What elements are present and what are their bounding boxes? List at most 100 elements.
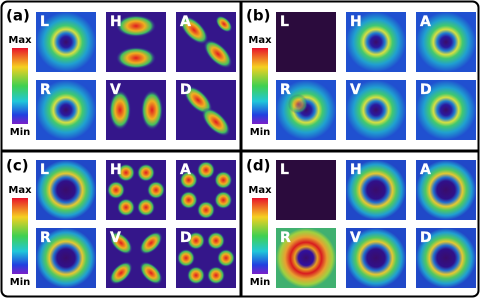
tile: H [106,160,166,220]
hot-spot [207,266,225,285]
hot-spot [117,163,135,182]
tile: L [276,160,336,220]
tile: D [176,228,236,288]
colorbar-min: Min [10,277,31,288]
hot-spot [197,201,215,219]
tile-image [36,160,96,220]
hot-spot [214,171,233,189]
hot-spot [139,261,163,285]
tile-image [346,12,406,72]
tile-image [276,12,336,72]
hot-spot [197,161,215,179]
tile-label: D [420,82,432,98]
tile: V [346,228,406,288]
hot-spot [117,198,135,217]
colorbar [12,48,28,124]
tile-label: R [40,230,51,246]
tile-label: D [180,230,192,246]
hot-spot [141,90,163,130]
tile: D [416,80,476,140]
hot-spot [187,231,205,250]
tile-label: D [420,230,432,246]
colorbar [12,198,28,274]
tile-image [416,80,476,140]
tile: V [346,80,406,140]
tile: H [106,12,166,72]
panel: (a) Max Min L H A R V D [6,7,236,140]
tile: D [176,80,236,140]
hot-spot [179,171,198,189]
tile-image [276,228,336,288]
tile-label: A [180,14,191,30]
colorbar-max: Max [8,185,32,196]
hot-spot [116,47,156,69]
tile-image [416,160,476,220]
tile-label: V [350,230,361,246]
tile: R [36,80,96,140]
colorbar [252,48,268,124]
tile-label: L [280,14,289,30]
tile-label: A [420,162,431,178]
colorbar-min: Min [250,127,271,138]
tile: V [106,80,166,140]
tile-label: L [40,14,49,30]
tile-image [346,160,406,220]
colorbar-max: Max [248,35,272,46]
hot-spot [179,191,198,209]
tile-label: L [280,162,289,178]
hot-spot [109,90,131,130]
hot-spot [116,15,156,37]
panel-label: (a) [6,7,30,25]
tile: A [416,12,476,72]
tile: A [416,160,476,220]
tile: L [276,12,336,72]
hot-spot [137,198,155,217]
colorbar-min: Min [250,277,271,288]
hot-spot [215,15,233,33]
tile: D [416,228,476,288]
tile-label: H [110,162,122,178]
panel-label: (d) [246,157,270,175]
tile: V [106,228,166,288]
tile-label: H [350,162,362,178]
tile: H [346,12,406,72]
hot-spot [207,231,225,250]
tile-label: R [40,82,51,98]
tile: L [36,160,96,220]
tile-label: A [420,14,431,30]
hot-spot [217,249,235,267]
tile-label: L [40,162,49,178]
colorbar [252,198,268,274]
colorbar-min: Min [10,127,31,138]
tile-image [36,80,96,140]
tile-image [416,12,476,72]
tile: R [276,80,336,140]
panel: (b) Max Min L H A R V D [246,7,476,140]
tile-label: V [110,82,121,98]
hot-spot [179,15,209,45]
tile-image [36,12,96,72]
panel: (d) Max Min L H A R V D [246,157,476,288]
tile: R [276,228,336,288]
hot-spot [147,181,165,199]
tile-label: V [350,82,361,98]
tile-label: H [350,14,362,30]
colorbar-max: Max [8,35,32,46]
hot-spot [109,261,133,285]
tile-label: V [110,230,121,246]
tile: A [176,12,236,72]
hot-spot [139,231,163,255]
panel-label: (b) [246,7,270,25]
hot-spot [109,231,133,255]
tile-image [346,80,406,140]
hot-spot [183,85,213,115]
colorbar-max: Max [248,185,272,196]
panel: (c) Max Min L H A R V D [6,157,236,288]
hot-spot [107,181,125,199]
tile-label: H [110,14,122,30]
hot-spot [201,107,231,137]
hot-spot [177,249,195,267]
tile: R [36,228,96,288]
